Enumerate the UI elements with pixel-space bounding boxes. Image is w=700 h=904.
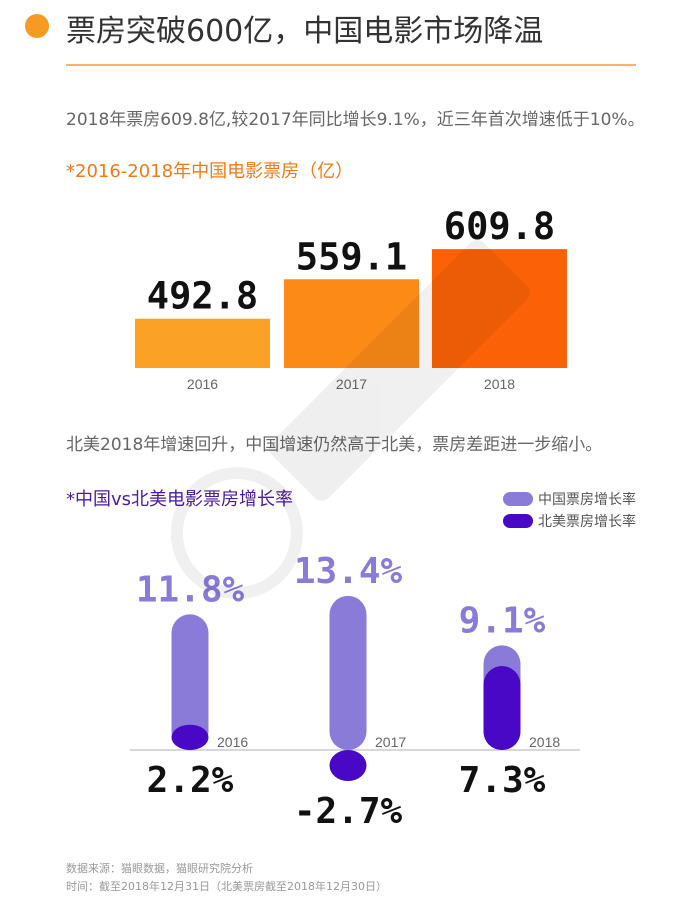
china-growth-label-2017: 13.4%	[294, 551, 403, 592]
china-growth-bar-2016	[171, 614, 209, 750]
title-divider	[66, 64, 636, 66]
growth-year-label-2016: 2016	[217, 734, 248, 750]
box-office-year-label-2018: 2018	[484, 376, 515, 392]
legend-swatch-china	[503, 492, 533, 506]
growth-chart-title: *中国vs北美电影票房增长率	[66, 489, 294, 510]
growth-year-label-2017: 2017	[375, 734, 406, 750]
header: 票房突破600亿，中国电影市场降温	[0, 0, 700, 70]
footer-time: 时间：截至2018年12月31日（北美票房截至2018年12月30日）	[66, 880, 387, 893]
growth-legend: 中国票房增长率 北美票房增长率	[503, 489, 673, 537]
box-office-year-label-2016: 2016	[187, 376, 218, 392]
footer-source: 数据来源：猫眼数据，猫眼研究院分析	[66, 862, 253, 875]
legend-swatch-na	[503, 514, 533, 528]
box-office-chart-title: *2016-2018年中国电影票房（亿）	[66, 161, 354, 182]
page-title: 票房突破600亿，中国电影市场降温	[66, 14, 544, 49]
china-growth-label-2016: 11.8%	[136, 569, 245, 610]
growth-paragraph: 北美2018年增速回升，中国增速仍然高于北美，票房差距进一步缩小。	[66, 435, 603, 455]
china-growth-bar-2017	[329, 595, 367, 750]
orange-dot-icon	[25, 14, 49, 38]
na-growth-bar-2018	[483, 666, 521, 750]
na-growth-bar-2017	[329, 750, 367, 782]
legend-label-china: 中国票房增长率	[538, 492, 636, 508]
box-office-value-label-2016: 492.8	[147, 275, 258, 318]
na-growth-bar-2016	[171, 724, 209, 750]
intro-paragraph: 2018年票房609.8亿,较2017年同比增长9.1%，近三年首次增速低于10…	[66, 110, 645, 130]
na-growth-label-2017: -2.7%	[294, 791, 403, 832]
legend-label-na: 北美票房增长率	[538, 514, 636, 530]
legend-item-china: 中国票房增长率	[503, 489, 673, 509]
box-office-bar-2016	[135, 318, 270, 368]
china-growth-label-2018: 9.1%	[459, 600, 546, 641]
box-office-value-label-2017: 559.1	[296, 235, 407, 278]
box-office-year-label-2017: 2017	[336, 376, 367, 392]
na-growth-label-2018: 7.3%	[459, 760, 546, 801]
box-office-bar-2018	[432, 249, 567, 368]
legend-item-na: 北美票房增长率	[503, 511, 673, 531]
na-growth-label-2016: 2.2%	[147, 760, 234, 801]
box-office-bar-2017	[284, 279, 419, 368]
growth-year-label-2018: 2018	[529, 734, 560, 750]
box-office-value-label-2018: 609.8	[444, 205, 555, 248]
